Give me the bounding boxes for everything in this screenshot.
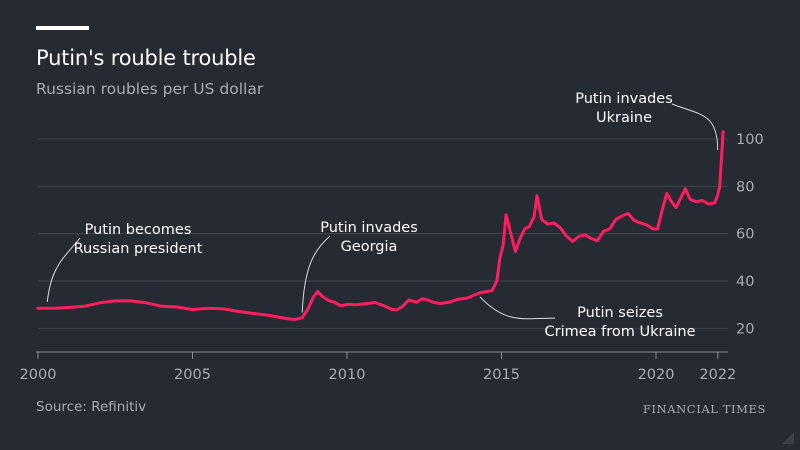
x-tick-label: 2015	[483, 367, 520, 383]
x-axis: 2000 2005 2010 2015 2020 2022	[20, 351, 736, 383]
annotation-leader-line	[46, 237, 81, 302]
chart-subtitle: Russian roubles per US dollar	[36, 80, 264, 98]
source-note: Source: Refinitiv	[36, 399, 147, 415]
annotation-label: Russian president	[74, 241, 203, 257]
annotation-label: Georgia	[341, 239, 398, 255]
annotation-leader-line	[479, 296, 556, 320]
y-tick-label: 20	[736, 321, 754, 337]
annotation-label: Putin invades	[320, 220, 418, 236]
y-tick-label: 100	[736, 132, 764, 148]
annotation-label: Crimea from Ukraine	[544, 324, 695, 340]
annotation-label: Putin seizes	[577, 305, 663, 321]
x-tick-label: 2020	[638, 367, 675, 383]
series-line-rouble-usd	[36, 130, 725, 322]
x-tick-label: 2005	[174, 367, 211, 383]
x-tick-label: 2000	[20, 367, 57, 383]
annotation-leader-line	[671, 103, 719, 150]
resize-corner-icon	[782, 432, 794, 444]
y-tick-label: 60	[736, 227, 754, 243]
chart-title: Putin's rouble trouble	[36, 46, 256, 70]
x-tick-label: 2022	[699, 367, 736, 383]
annotations: Putin becomes Russian president Putin inva…	[46, 91, 719, 340]
x-tick-label: 2010	[329, 367, 366, 383]
brand-logo: FINANCIAL TIMES	[642, 402, 766, 416]
y-axis-labels: 20 40 60 80 100	[736, 132, 764, 337]
y-tick-label: 40	[736, 274, 754, 290]
annotation-label: Putin invades	[575, 91, 673, 107]
annotation-leader-line	[301, 235, 331, 313]
annotation-label: Putin becomes	[85, 222, 192, 238]
header-accent-bar	[36, 26, 89, 30]
y-tick-label: 80	[736, 179, 754, 195]
gridlines	[38, 138, 728, 329]
annotation-label: Ukraine	[596, 110, 652, 126]
series-layer	[36, 130, 725, 322]
